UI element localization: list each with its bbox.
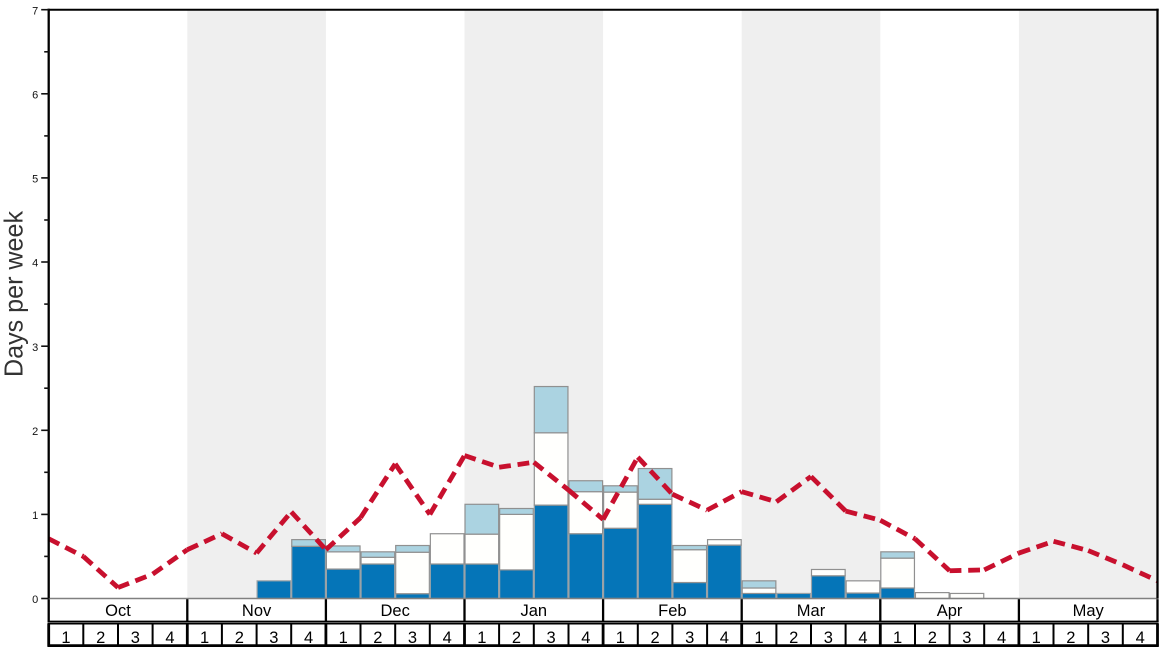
- svg-text:4: 4: [720, 629, 729, 647]
- svg-text:Days per week: Days per week: [0, 210, 29, 377]
- svg-text:4: 4: [1136, 629, 1145, 647]
- svg-text:4: 4: [304, 629, 313, 647]
- svg-text:Oct: Oct: [105, 602, 131, 620]
- svg-text:1: 1: [339, 629, 348, 647]
- svg-text:1: 1: [754, 629, 763, 647]
- svg-text:4: 4: [165, 629, 174, 647]
- svg-text:4: 4: [32, 258, 38, 270]
- svg-text:Nov: Nov: [242, 602, 272, 620]
- svg-text:1: 1: [616, 629, 625, 647]
- svg-text:1: 1: [32, 510, 38, 522]
- svg-text:4: 4: [443, 629, 452, 647]
- svg-text:2: 2: [512, 629, 521, 647]
- svg-text:2: 2: [373, 629, 382, 647]
- svg-text:2: 2: [1066, 629, 1075, 647]
- svg-text:1: 1: [200, 629, 209, 647]
- svg-text:2: 2: [789, 629, 798, 647]
- svg-text:Feb: Feb: [658, 602, 686, 620]
- svg-text:3: 3: [32, 342, 38, 354]
- svg-text:1: 1: [61, 629, 70, 647]
- svg-text:5: 5: [32, 174, 38, 186]
- svg-text:2: 2: [32, 426, 38, 438]
- svg-text:Mar: Mar: [797, 602, 826, 620]
- svg-text:May: May: [1073, 602, 1105, 620]
- svg-text:1: 1: [1032, 629, 1041, 647]
- svg-text:3: 3: [131, 629, 140, 647]
- svg-text:3: 3: [547, 629, 556, 647]
- svg-text:2: 2: [235, 629, 244, 647]
- svg-text:1: 1: [893, 629, 902, 647]
- svg-text:Dec: Dec: [381, 602, 410, 620]
- svg-text:2: 2: [96, 629, 105, 647]
- svg-text:2: 2: [651, 629, 660, 647]
- svg-text:4: 4: [858, 629, 867, 647]
- svg-text:3: 3: [269, 629, 278, 647]
- svg-text:3: 3: [824, 629, 833, 647]
- svg-text:4: 4: [997, 629, 1006, 647]
- svg-text:Jan: Jan: [520, 602, 547, 620]
- svg-text:3: 3: [685, 629, 694, 647]
- svg-text:3: 3: [962, 629, 971, 647]
- svg-text:3: 3: [408, 629, 417, 647]
- svg-text:0: 0: [32, 594, 38, 606]
- svg-text:2: 2: [928, 629, 937, 647]
- svg-text:7: 7: [32, 5, 38, 17]
- svg-text:3: 3: [1101, 629, 1110, 647]
- svg-text:6: 6: [32, 89, 38, 101]
- svg-text:1: 1: [477, 629, 486, 647]
- svg-text:4: 4: [581, 629, 590, 647]
- svg-text:Apr: Apr: [937, 602, 963, 620]
